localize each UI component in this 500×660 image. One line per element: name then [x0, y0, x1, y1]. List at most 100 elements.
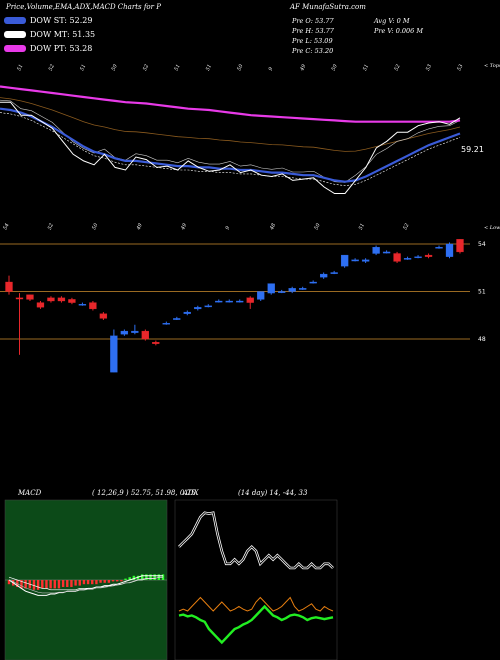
top-tick-label: 52: [48, 64, 56, 72]
legend-swatch-pt: [4, 45, 26, 52]
candle-body: [99, 313, 108, 319]
candle-body: [351, 259, 359, 262]
minus-di-line: [178, 604, 334, 645]
candle-body: [414, 256, 422, 259]
st-ema-line: [0, 107, 461, 183]
candle-body: [183, 311, 191, 314]
level-label: 54: [478, 241, 486, 248]
macd-params: ( 12,26,9 ) 52.75, 51.98, 0.75: [92, 489, 196, 497]
bottom-tick-label: 9: [225, 225, 232, 231]
stat-avg-volume: Avg V: 0 M: [374, 17, 410, 25]
top-tick-label: 51: [79, 64, 87, 72]
candle-body: [26, 294, 34, 300]
brown-ema-line: [0, 97, 461, 152]
top-tick-label: 52: [394, 64, 402, 72]
candle-body: [36, 302, 45, 308]
candle-body: [131, 330, 139, 333]
top-label: < Tops: [484, 63, 500, 69]
legend-dow-mt: DOW MT: 51.35: [4, 30, 95, 39]
candle-body: [236, 300, 244, 303]
adx-label: ADX: [183, 489, 199, 497]
candle-body: [435, 247, 443, 249]
last-value-label: 59.21: [461, 145, 484, 154]
candle-panel: 54 51 48: [0, 239, 486, 373]
candle-body: [361, 259, 370, 262]
candle-body: [267, 283, 275, 294]
stat-open: Pre O: 53.77: [292, 17, 334, 25]
candle-body: [309, 281, 317, 284]
candle-body: [120, 330, 129, 335]
candle-body: [445, 243, 454, 257]
top-tick-label: 51: [205, 64, 213, 72]
candle-body: [15, 297, 24, 300]
legend-label-st: DOW ST: 52.29: [30, 16, 93, 25]
candle-body: [340, 254, 349, 267]
top-tick-label: 51: [16, 64, 24, 72]
candle-body: [403, 258, 412, 260]
macd-line: [8, 575, 163, 596]
candle-body: [246, 297, 254, 303]
adx-panel: [174, 499, 338, 660]
chart-title-left: Price,Volume,EMA,ADX,MACD Charts for P: [6, 3, 161, 11]
candle-body: [57, 297, 66, 302]
candle-body: [110, 335, 118, 373]
top-tick-label: 50: [236, 63, 244, 72]
macd-signal-line: [8, 576, 163, 591]
bottom-tick-label: 49: [135, 222, 144, 232]
bottom-label: < Lows: [484, 225, 500, 231]
macd-aux-line: [8, 577, 163, 594]
top-tick-label: 51: [174, 64, 182, 72]
top-tick-label: 49: [299, 63, 308, 73]
candle-body: [89, 302, 97, 310]
candle-body: [152, 342, 160, 344]
candle-body: [257, 291, 265, 300]
candle-body: [78, 304, 87, 306]
close-line: [0, 101, 461, 194]
top-tick-label: 51: [362, 64, 370, 72]
candle-body: [194, 307, 202, 310]
adx-params: (14 day) 14, -44, 33: [238, 489, 308, 497]
candle-body: [393, 253, 401, 262]
candle-body: [204, 305, 212, 308]
candle-body: [382, 251, 391, 254]
legend-label-mt: DOW MT: 51.35: [30, 30, 96, 39]
candle-body: [288, 288, 296, 292]
plus-di-line: [178, 596, 334, 612]
candle-body: [278, 291, 286, 293]
level-label: 51: [478, 289, 486, 296]
stat-pre-volume: Pre V: 0.006 M: [374, 27, 424, 35]
candle-body: [372, 247, 380, 254]
candle-body: [5, 281, 13, 292]
bottom-tick-label: 49: [180, 222, 189, 232]
bottom-tick-label: 48: [269, 223, 278, 232]
adx-background: [174, 499, 338, 660]
bottom-tick-label: 50: [313, 222, 321, 231]
top-tick-label: 9: [268, 66, 275, 72]
legend-swatch-st: [4, 17, 26, 24]
bottom-tick-label: 54: [2, 223, 10, 231]
stat-close: Pre C: 53.20: [292, 47, 334, 55]
top-tick-label: 52: [142, 64, 150, 72]
level-label: 48: [478, 336, 486, 343]
candle-body: [456, 239, 464, 253]
legend-dow-pt: DOW PT: 53.28: [4, 44, 92, 53]
macd-panel: [4, 499, 168, 660]
candle-body: [47, 297, 55, 302]
pt-ema-line: [0, 85, 461, 123]
top-tick-label: 50: [331, 63, 339, 72]
bottom-tick-label: 52: [402, 223, 410, 231]
top-tick-label: 53: [456, 64, 464, 72]
candle-body: [173, 318, 181, 320]
chart-title-right: AF MunafaSutra.com: [290, 3, 366, 11]
candle-body: [424, 254, 433, 257]
adx-line-core: [178, 512, 334, 569]
candle-body: [330, 272, 338, 274]
legend-label-pt: DOW PT: 53.28: [30, 44, 93, 53]
macd-label: MACD: [18, 489, 42, 497]
top-tick-label: 53: [425, 64, 433, 72]
stat-high: Pre H: 53.77: [292, 27, 334, 35]
candle-body: [68, 299, 76, 303]
bottom-tick-label: 51: [358, 223, 366, 231]
stat-low: Pre L: 53.09: [292, 37, 333, 45]
